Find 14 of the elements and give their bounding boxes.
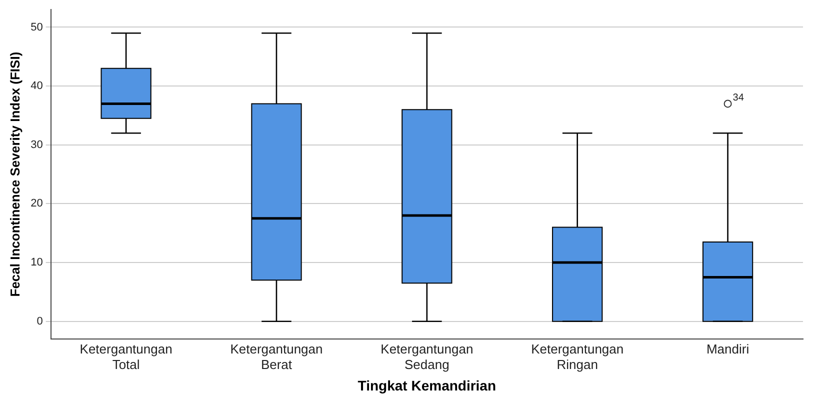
x-tick-label: Ketergantungan Total: [80, 341, 172, 372]
annotation: 34: [732, 92, 744, 104]
y-tick-label: 50: [30, 21, 43, 34]
y-tick-label: 30: [30, 138, 43, 151]
y-tick-label: 0: [36, 315, 43, 328]
y-tick-label: 20: [30, 198, 43, 210]
y-tick-label: 10: [30, 256, 43, 269]
x-tick-label: Ketergantungan Sedang: [380, 341, 474, 372]
y-tick-label: 40: [30, 80, 43, 92]
y-axis-title: Fecal Incontinence Severity Index (FISI): [7, 52, 22, 297]
x-tick-label: Ketergantungan Ringan: [531, 341, 624, 372]
x-axis-title: Tingkat Kemandirian: [358, 377, 496, 394]
x-tick-label: Ketergantungan Berat: [230, 341, 323, 372]
x-tick-label: Mandiri: [706, 341, 750, 356]
